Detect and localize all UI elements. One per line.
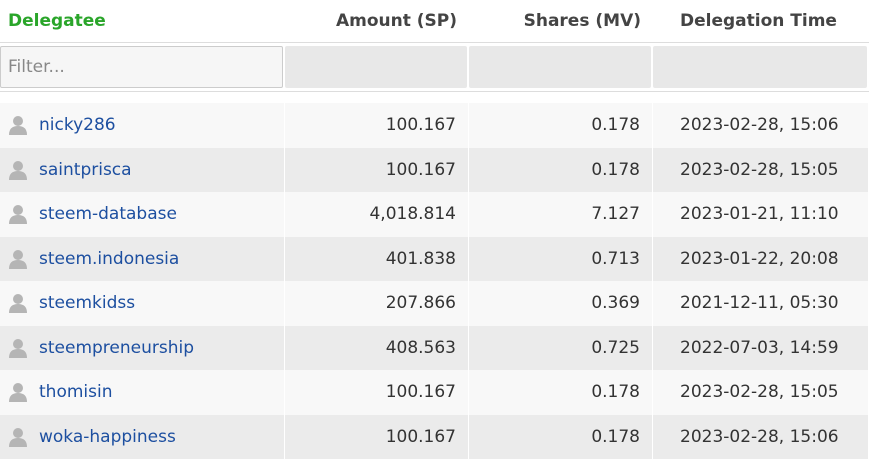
header-row: Delegatee Amount (SP) Shares (MV) Delega… bbox=[0, 0, 869, 43]
user-icon bbox=[9, 116, 27, 136]
table-cell: 100.167 bbox=[285, 103, 469, 148]
table-body: nicky286 100.167 0.178 2023-02-28, 15:06 sai… bbox=[0, 103, 869, 459]
table-cell: 2022-07-03, 14:59 bbox=[653, 325, 869, 370]
user-icon bbox=[9, 205, 27, 225]
account-link[interactable]: steempreneurship bbox=[39, 337, 195, 358]
table-row: saintprisca 100.167 0.178 2023-02-28, 15:05 bbox=[0, 147, 869, 192]
table-row: nicky286 100.167 0.178 2023-02-28, 15:06 bbox=[0, 103, 869, 148]
table-cell: 100.167 bbox=[285, 414, 469, 459]
table-cell: 408.563 bbox=[285, 325, 469, 370]
table-cell: 0.725 bbox=[469, 325, 653, 370]
spacer bbox=[0, 91, 869, 103]
table-cell: 207.866 bbox=[285, 281, 469, 326]
header-cell[interactable]: Delegatee bbox=[8, 11, 106, 31]
delegatee-cell: saintprisca bbox=[0, 147, 285, 192]
table-cell: 100.167 bbox=[285, 147, 469, 192]
user-icon bbox=[9, 294, 27, 314]
table-cell: 0.178 bbox=[469, 414, 653, 459]
filter-row: Filter... bbox=[0, 43, 869, 91]
user-icon bbox=[9, 427, 27, 447]
table-cell: 7.127 bbox=[469, 192, 653, 237]
table-row: thomisin 100.167 0.178 2023-02-28, 15:05 bbox=[0, 370, 869, 415]
header-cell[interactable]: Shares (MV) bbox=[523, 11, 641, 31]
filter-cell bbox=[469, 46, 651, 88]
user-icon bbox=[9, 338, 27, 358]
table-cell: 2023-02-28, 15:05 bbox=[653, 370, 869, 415]
table-row: steempreneurship 408.563 0.725 2022-07-03, … bbox=[0, 325, 869, 370]
table-cell: 0.178 bbox=[469, 147, 653, 192]
table-row: woka-happiness 100.167 0.178 2023-02-28, 15… bbox=[0, 414, 869, 459]
table-cell: 4,018.814 bbox=[285, 192, 469, 237]
table-cell: 0.713 bbox=[469, 236, 653, 281]
delegatee-cell: nicky286 bbox=[0, 103, 285, 148]
filter-cell bbox=[653, 46, 867, 88]
account-link[interactable]: nicky286 bbox=[39, 115, 116, 135]
table-cell: 0.369 bbox=[469, 281, 653, 326]
delegatee-cell: steemkidss bbox=[0, 281, 285, 326]
account-link[interactable]: steem.indonesia bbox=[39, 248, 180, 269]
table-cell: 401.838 bbox=[285, 236, 469, 281]
table-row: steemkidss 207.866 0.369 2021-12-11, 05:30 bbox=[0, 281, 869, 326]
table-cell: 2023-02-28, 15:06 bbox=[653, 414, 869, 459]
account-link[interactable]: woka-happiness bbox=[39, 426, 176, 447]
user-icon bbox=[9, 383, 27, 403]
account-link[interactable]: steemkidss bbox=[39, 293, 136, 313]
delegatee-cell: steem-database bbox=[0, 192, 285, 237]
table-row: steem.indonesia 401.838 0.713 2023-01-22, 2… bbox=[0, 236, 869, 281]
user-icon bbox=[9, 249, 27, 269]
header-cell[interactable]: Amount (SP) bbox=[335, 11, 457, 31]
filter-cell bbox=[285, 46, 467, 88]
account-link[interactable]: steem-database bbox=[39, 204, 177, 224]
table-cell: 0.178 bbox=[469, 370, 653, 415]
delegatee-cell: thomisin bbox=[0, 370, 285, 415]
delegatee-cell: woka-happiness bbox=[0, 414, 285, 459]
table-cell: 2023-01-21, 11:10 bbox=[653, 192, 869, 237]
table-cell: 0.178 bbox=[469, 103, 653, 148]
table-cell: 2023-01-22, 20:08 bbox=[653, 236, 869, 281]
account-link[interactable]: thomisin bbox=[39, 382, 113, 402]
delegatee-cell: steem.indonesia bbox=[0, 236, 285, 281]
table-row: steem-database 4,018.814 7.127 2023-01-21, … bbox=[0, 192, 869, 237]
table-cell: 2023-02-28, 15:06 bbox=[653, 103, 869, 148]
table-cell: 2021-12-11, 05:30 bbox=[653, 281, 869, 326]
header-cell[interactable]: Delegation Time bbox=[680, 11, 837, 31]
filter-input[interactable]: Filter... bbox=[0, 46, 283, 88]
account-link[interactable]: saintprisca bbox=[39, 159, 132, 180]
delegatee-cell: steempreneurship bbox=[0, 325, 285, 370]
table-cell: 2023-02-28, 15:05 bbox=[653, 147, 869, 192]
user-icon bbox=[9, 160, 27, 180]
table-cell: 100.167 bbox=[285, 370, 469, 415]
